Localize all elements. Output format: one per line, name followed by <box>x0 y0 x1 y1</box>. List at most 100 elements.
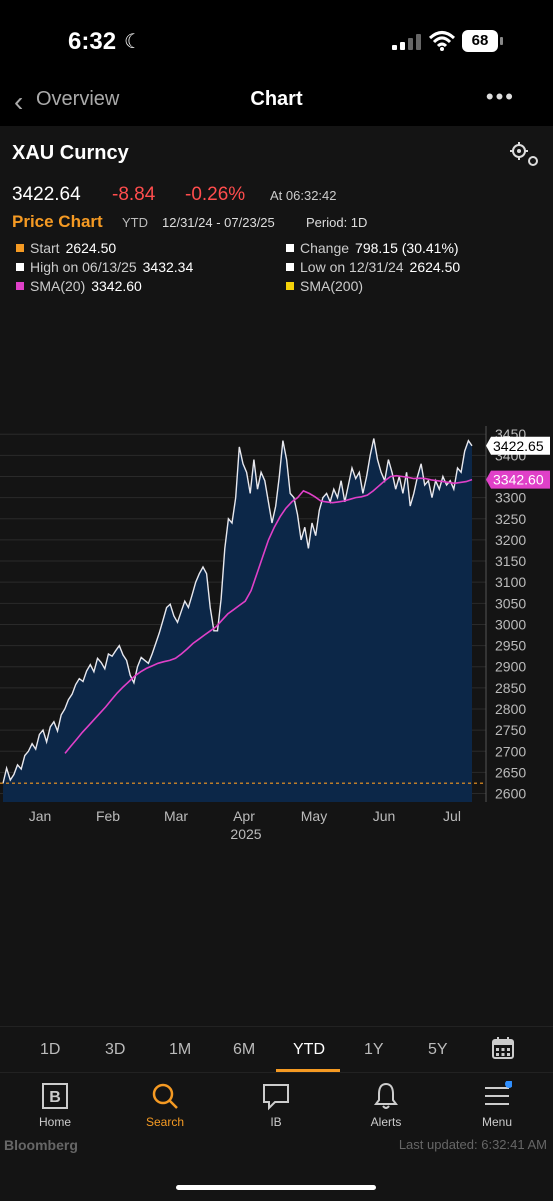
x-tick-label: Jan <box>29 808 52 824</box>
price-chart-title: Price Chart <box>12 212 103 231</box>
price-area <box>3 438 472 802</box>
nav-title: Chart <box>250 88 303 110</box>
stat-change: Change 798.15 (30.41%) <box>286 240 459 256</box>
period-1m-button[interactable]: 1M <box>169 1041 192 1058</box>
change-swatch <box>286 244 294 252</box>
tab-search-label: Search <box>145 1115 185 1129</box>
price-change-pct: -0.26% <box>185 184 246 205</box>
calendar-icon[interactable] <box>492 1037 514 1059</box>
security-ticker: XAU Curncy <box>12 142 129 164</box>
tab-alerts-label: Alerts <box>370 1115 402 1129</box>
period-1y-button[interactable]: 1Y <box>364 1041 384 1058</box>
stat-start: Start 2624.50 <box>16 240 116 256</box>
tab-bar: B Home Search IB Alerts Menu Bloomberg L… <box>0 1072 553 1201</box>
y-tick-label: 3250 <box>495 511 526 527</box>
y-tick-label: 2950 <box>495 638 526 654</box>
x-tick-label: Apr <box>233 808 255 824</box>
home-b-icon: B <box>42 1083 68 1109</box>
stat-sma20-value: 3342.60 <box>91 278 142 294</box>
last-price-tag <box>486 436 550 455</box>
period-selector: 1D 3D 1M 6M YTD 1Y 5Y <box>0 1026 553 1073</box>
sma20-tag <box>486 470 550 489</box>
x-tick-label: Jul <box>443 808 461 824</box>
wifi-icon <box>428 31 456 51</box>
period-3d-button[interactable]: 3D <box>105 1041 126 1058</box>
more-options-icon[interactable]: ••• <box>485 84 515 109</box>
last-updated: Last updated: 6:32:41 AM <box>398 1137 547 1152</box>
sma200-swatch <box>286 282 294 290</box>
price-line <box>2 438 473 784</box>
last-price-tag-label: 3422.65 <box>493 438 544 454</box>
tab-ib-label: IB <box>270 1115 282 1129</box>
stat-start-value: 2624.50 <box>65 240 117 256</box>
back-button[interactable]: Overview <box>36 88 120 110</box>
price-chart[interactable]: 2600 2650 2700 2750 2800 2850 2900 2950 3000 3050… <box>0 426 553 1026</box>
cellular-signal-icon <box>392 34 421 50</box>
chat-bubble-icon <box>263 1084 289 1111</box>
y-tick-label: 3100 <box>495 574 526 590</box>
start-swatch <box>16 244 24 252</box>
battery-tip <box>500 37 503 45</box>
chevron-left-icon[interactable]: ‹ <box>14 86 24 117</box>
stat-low-label: Low on 12/31/24 <box>300 259 404 275</box>
svg-text:B: B <box>49 1089 61 1106</box>
x-tick-label: May <box>301 808 327 824</box>
stat-sma200-label: SMA(200) <box>300 278 364 294</box>
stat-low: Low on 12/31/24 2624.50 <box>286 259 460 275</box>
tab-menu-label: Menu <box>481 1115 513 1129</box>
search-icon <box>152 1083 178 1109</box>
date-range: 12/31/24 - 07/23/25 <box>162 215 275 230</box>
stat-change-label: Change <box>300 240 350 256</box>
sma20-swatch <box>16 282 24 290</box>
stat-sma20: SMA(20) 3342.60 <box>16 278 142 294</box>
stat-high-value: 3432.34 <box>142 259 194 275</box>
stat-high-label: High on 06/13/25 <box>30 259 137 275</box>
home-indicator <box>176 1185 376 1190</box>
y-tick-label: 3000 <box>495 616 526 632</box>
x-tick-label: Jun <box>373 808 396 824</box>
sma20-tag-label: 3342.60 <box>493 472 544 488</box>
y-tick-label: 2800 <box>495 701 526 717</box>
menu-hamburger-icon <box>485 1081 512 1105</box>
y-tick-label: 2900 <box>495 659 526 675</box>
low-swatch <box>286 263 294 271</box>
sma20-line <box>64 474 473 754</box>
last-price: 3422.64 <box>12 184 81 205</box>
stat-start-label: Start <box>30 240 60 256</box>
bell-icon <box>374 1082 398 1109</box>
period-1d-button[interactable]: 1D <box>40 1041 61 1058</box>
x-year-label: 2025 <box>230 826 261 842</box>
y-tick-label: 2700 <box>495 743 526 759</box>
y-tick-label: 2600 <box>495 786 526 802</box>
status-time: 6:32 <box>68 28 117 55</box>
y-tick-label: 2750 <box>495 722 526 738</box>
y-tick-label: 2850 <box>495 680 526 696</box>
period-label: Period: 1D <box>306 215 368 230</box>
stat-high: High on 06/13/25 3432.34 <box>16 259 193 275</box>
period-6m-button[interactable]: 6M <box>233 1041 256 1058</box>
stat-low-value: 2624.50 <box>409 259 461 275</box>
status-bar: 6:32 ☾ 68 <box>0 0 553 80</box>
stat-change-value: 798.15 (30.41%) <box>355 240 459 256</box>
y-tick-label: 2650 <box>495 764 526 780</box>
y-tick-label: 3050 <box>495 595 526 611</box>
y-tick-label: 3300 <box>495 490 526 506</box>
nav-bar: ‹ Overview Chart ••• <box>0 80 553 126</box>
battery-icon: 68 <box>462 30 498 52</box>
tab-home-label: Home <box>38 1115 71 1129</box>
period-5y-button[interactable]: 5Y <box>428 1041 448 1058</box>
stat-sma200: SMA(200) <box>286 278 363 294</box>
y-tick-label: 3200 <box>495 532 526 548</box>
y-tick-label: 3150 <box>495 553 526 569</box>
moon-icon: ☾ <box>124 31 142 53</box>
range-label: YTD <box>122 215 148 230</box>
price-timestamp: At 06:32:42 <box>270 188 337 203</box>
price-change: -8.84 <box>112 184 156 205</box>
bloomberg-logo: Bloomberg <box>4 1137 78 1153</box>
x-tick-label: Mar <box>164 808 188 824</box>
period-ytd-button[interactable]: YTD <box>293 1041 325 1058</box>
settings-gear-icon[interactable] <box>508 140 540 168</box>
stat-sma20-label: SMA(20) <box>30 278 86 294</box>
high-swatch <box>16 263 24 271</box>
active-period-indicator <box>276 1069 340 1072</box>
